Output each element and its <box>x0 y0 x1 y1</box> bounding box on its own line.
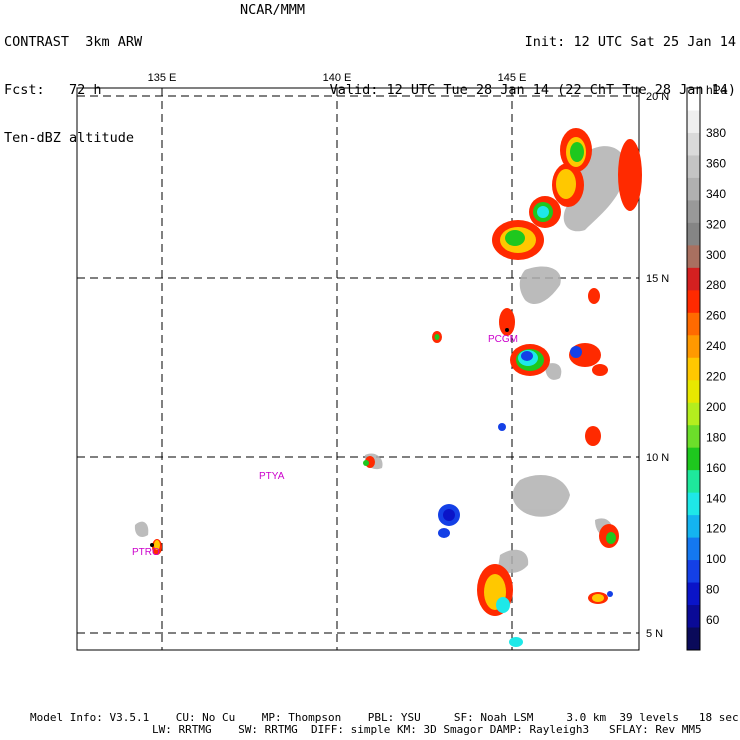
colorbar-swatch <box>687 155 700 179</box>
header-left: CONTRAST 3km ARW Fcst: 72 h Ten-dBZ alti… <box>4 2 142 162</box>
colorbar-tick-label: 240 <box>706 339 726 353</box>
colorbar-swatch <box>687 582 700 606</box>
colorbar-swatch <box>687 110 700 134</box>
colorbar-tick-label: 100 <box>706 552 726 566</box>
lon-label-140e: 140 E <box>323 72 352 84</box>
header-model-title: CONTRAST 3km ARW <box>4 34 143 50</box>
colorbar-swatch <box>687 335 700 359</box>
colorbar-swatch <box>687 267 700 291</box>
lon-label-145e: 145 E <box>498 72 527 84</box>
station-dot-ptro <box>150 543 154 547</box>
colorbar-tick-label: 380 <box>706 126 726 140</box>
lat-label-5n: 5 N <box>646 628 663 640</box>
colorbar-swatch <box>687 312 700 336</box>
lat-label-10n: 10 N <box>646 452 669 464</box>
colorbar-swatch <box>687 402 700 426</box>
colorbar-tick-label: 260 <box>706 309 726 323</box>
colorbar-swatch <box>687 627 700 651</box>
header-forecast-hour: Fcst: 72 h <box>4 82 102 98</box>
colorbar-swatch <box>687 290 700 314</box>
colorbar-swatch <box>687 88 700 111</box>
station-label-ptya: PTYA <box>259 471 285 482</box>
colorbar-swatch <box>687 447 700 471</box>
colorbar-tick-label: 320 <box>706 217 726 231</box>
colorbar-tick-label: 360 <box>706 156 726 170</box>
colorbar-swatch <box>687 222 700 246</box>
footer-model-info-line2: LW: RRTMG SW: RRTMG DIFF: simple KM: 3D … <box>152 723 702 736</box>
colorbar-tick-label: 280 <box>706 278 726 292</box>
colorbar-swatch <box>687 357 700 381</box>
colorbar-frame <box>686 87 701 651</box>
header-center: NCAR/MMM <box>240 2 306 18</box>
colorbar-swatch <box>687 132 700 156</box>
colorbar-swatch <box>687 380 700 404</box>
colorbar-swatch <box>687 177 700 201</box>
station-dot-pcgm <box>505 328 509 332</box>
colorbar-swatch <box>687 560 700 584</box>
colorbar-swatch <box>687 492 700 516</box>
lon-label-135e: 135 E <box>148 72 177 84</box>
colorbar-tick-label: 200 <box>706 400 726 414</box>
colorbar-tick-label: 120 <box>706 522 726 536</box>
header-field-name: Ten-dBZ altitude <box>4 130 135 146</box>
colorbar-tick-label: 220 <box>706 370 726 384</box>
colorbar-swatch <box>687 200 700 224</box>
colorbar <box>687 88 700 651</box>
colorbar-unit: hPa <box>706 83 728 97</box>
header-init-time: Init: 12 UTC Sat 25 Jan 14 <box>524 34 736 50</box>
colorbar-swatch <box>687 515 700 539</box>
colorbar-tick-label: 180 <box>706 430 726 444</box>
colorbar-tick-label: 140 <box>706 491 726 505</box>
lat-label-20n: 20 N <box>646 91 669 103</box>
echo-field <box>134 128 642 647</box>
station-markers <box>150 328 509 547</box>
lat-lon-grid <box>77 88 639 650</box>
colorbar-swatch <box>687 537 700 561</box>
colorbar-tick-label: 300 <box>706 248 726 262</box>
colorbar-swatch <box>687 245 700 269</box>
lat-label-15n: 15 N <box>646 273 669 285</box>
colorbar-swatch <box>687 470 700 494</box>
station-label-pcgm: PCGM <box>488 334 518 345</box>
colorbar-swatch <box>687 605 700 629</box>
station-label-ptro: PTRO <box>132 547 160 558</box>
colorbar-tick-label: 60 <box>706 613 720 627</box>
footer-model-info-line1: Model Info: V3.5.1 CU: No Cu MP: Thompso… <box>30 711 739 724</box>
header-valid-time: Valid: 12 UTC Tue 28 Jan 14 (22 ChT Tue … <box>329 82 736 98</box>
colorbar-tick-label: 340 <box>706 187 726 201</box>
colorbar-tick-label: 80 <box>706 583 720 597</box>
header-right: Init: 12 UTC Sat 25 Jan 14 Valid: 12 UTC… <box>330 2 736 114</box>
colorbar-swatch <box>687 425 700 449</box>
colorbar-tick-label: 160 <box>706 461 726 475</box>
